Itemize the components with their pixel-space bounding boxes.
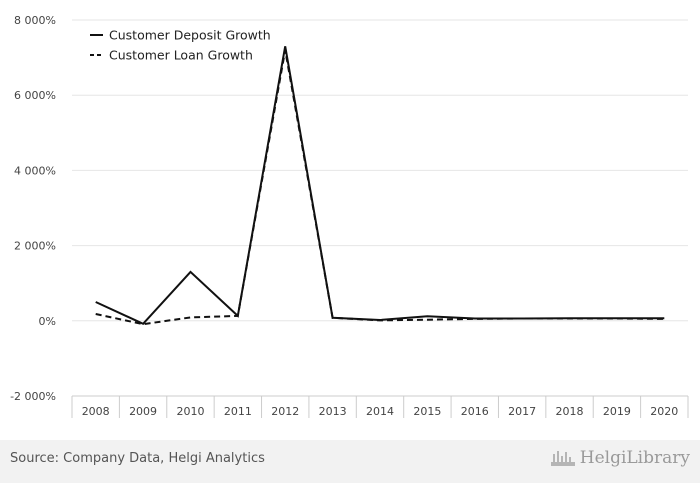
helgi-logo-icon	[550, 451, 575, 466]
footer: Source: Company Data, Helgi Analytics He…	[0, 440, 700, 483]
brand-name: HelgiLibrary	[579, 448, 690, 468]
x-tick-label: 2016	[461, 405, 489, 418]
series-line-customer-loan-growth	[95, 49, 665, 326]
y-tick-label: 4 000%	[14, 164, 56, 177]
x-tick-label: 2020	[650, 405, 678, 418]
y-tick-label: 0%	[39, 315, 56, 328]
x-axis: 2008 2009 2010 2011 2012 2013 2014 2015 2016 2017…	[71, 395, 689, 418]
x-tick-label: 2011	[224, 405, 252, 418]
grid-lines	[72, 19, 688, 397]
x-tick-label: 2010	[176, 405, 204, 418]
y-tick-label: -2 000%	[10, 390, 56, 403]
x-tick-label: 2009	[129, 405, 157, 418]
x-tick-label: 2008	[82, 405, 110, 418]
x-tick-label: 2017	[508, 405, 536, 418]
series-lines	[95, 46, 665, 326]
y-tick-label: 8 000%	[14, 14, 56, 27]
y-axis-tick-labels: 8 000% 6 000% 4 000% 2 000% 0% -2 000%	[10, 14, 56, 403]
brand[interactable]: HelgiLibrary	[550, 448, 690, 468]
x-tick-label: 2018	[556, 405, 584, 418]
x-tick-label: 2019	[603, 405, 631, 418]
series-line-customer-deposit-growth	[95, 46, 665, 326]
y-tick-label: 2 000%	[14, 240, 56, 253]
source-note: Source: Company Data, Helgi Analytics	[10, 451, 265, 466]
chart: 8 000%6 000%4 000%2 000%0%-2 000% 2008 20…	[10, 14, 689, 418]
x-tick-label: 2014	[366, 405, 394, 418]
legend-label: Customer Deposit Growth	[109, 28, 271, 43]
x-tick-label: 2013	[319, 405, 347, 418]
legend: Customer Deposit Growth Customer Loan Gro…	[90, 28, 271, 63]
x-tick-label: 2015	[413, 405, 441, 418]
legend-label: Customer Loan Growth	[109, 48, 253, 63]
y-tick-label: 6 000%	[14, 89, 56, 102]
x-tick-label: 2012	[271, 405, 299, 418]
